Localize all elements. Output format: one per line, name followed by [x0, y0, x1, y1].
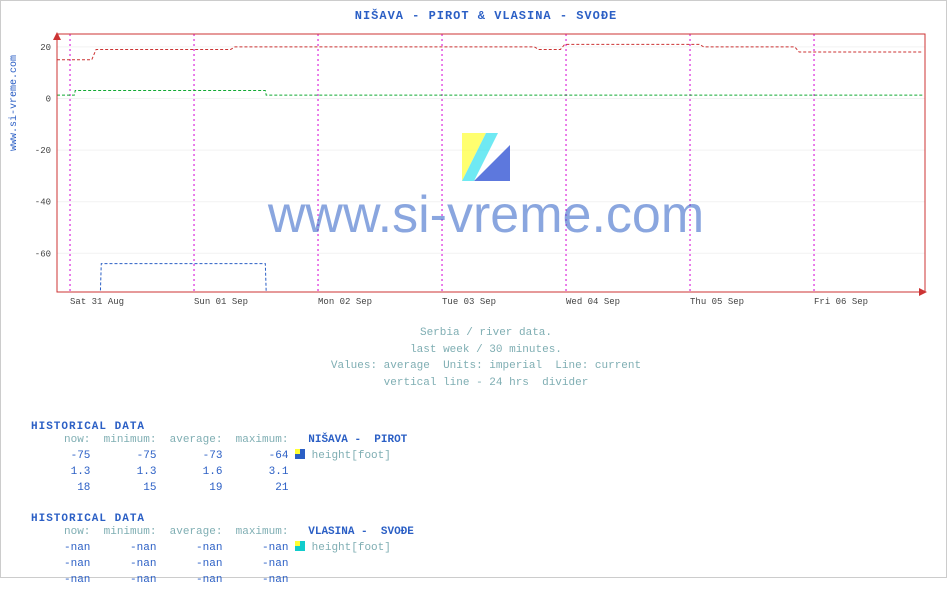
caption-line: vertical line - 24 hrs divider: [29, 375, 943, 392]
title-series-a: NIŠAVA - PIROT: [355, 9, 470, 23]
svg-text:Sat 31 Aug: Sat 31 Aug: [70, 297, 124, 307]
series-swatch: [295, 449, 305, 459]
svg-text:-20: -20: [35, 146, 51, 156]
table-title: HISTORICAL DATA: [31, 513, 414, 525]
unit-label: height[foot]: [305, 450, 391, 462]
table-row: -nan -nan -nan -nan: [31, 573, 414, 589]
table-header-row: now: minimum: average: maximum: NIŠAVA -…: [31, 433, 414, 449]
series-name: VLASINA - SVOĐE: [308, 526, 414, 538]
series-name: NIŠAVA - PIROT: [308, 434, 407, 446]
svg-text:Thu 05 Sep: Thu 05 Sep: [690, 297, 744, 307]
table-title: HISTORICAL DATA: [31, 421, 414, 433]
chart-title: NIŠAVA - PIROT & VLASINA - SVOĐE: [29, 5, 943, 29]
title-series-b: VLASINA - SVOĐE: [494, 9, 617, 23]
side-url: www.si-vreme.com: [9, 55, 20, 151]
svg-text:-40: -40: [35, 198, 51, 208]
table-row: 18 15 19 21: [31, 481, 414, 497]
svg-text:0: 0: [46, 95, 51, 105]
svg-text:20: 20: [40, 43, 51, 53]
table-row: -nan -nan -nan -nan: [31, 557, 414, 573]
caption-line: Values: average Units: imperial Line: cu…: [29, 358, 943, 375]
title-amp: &: [470, 9, 495, 23]
caption-line: Serbia / river data.: [29, 325, 943, 342]
watermark-logo: [462, 133, 510, 181]
caption-line: last week / 30 minutes.: [29, 342, 943, 359]
table-header-row: now: minimum: average: maximum: VLASINA …: [31, 525, 414, 541]
svg-text:-60: -60: [35, 249, 51, 259]
svg-text:Mon 02 Sep: Mon 02 Sep: [318, 297, 372, 307]
svg-text:Wed 04 Sep: Wed 04 Sep: [566, 297, 620, 307]
unit-label: height[foot]: [305, 542, 391, 554]
svg-text:Sun 01 Sep: Sun 01 Sep: [194, 297, 248, 307]
chart-caption: Serbia / river data. last week / 30 minu…: [29, 325, 943, 391]
historical-tables: HISTORICAL DATA now: minimum: average: m…: [31, 421, 414, 605]
table-row: -75 -75 -73 -64 height[foot]: [31, 449, 414, 465]
table-row: 1.3 1.3 1.6 3.1: [31, 465, 414, 481]
table-row: -nan -nan -nan -nan height[foot]: [31, 541, 414, 557]
historical-data-block: HISTORICAL DATA now: minimum: average: m…: [31, 421, 414, 497]
svg-text:Tue 03 Sep: Tue 03 Sep: [442, 297, 496, 307]
plot-container: NIŠAVA - PIROT & VLASINA - SVOĐE -60 -40 -…: [29, 5, 943, 391]
historical-data-block: HISTORICAL DATA now: minimum: average: m…: [31, 513, 414, 589]
svg-text:Fri 06 Sep: Fri 06 Sep: [814, 297, 868, 307]
series-swatch: [295, 541, 305, 551]
